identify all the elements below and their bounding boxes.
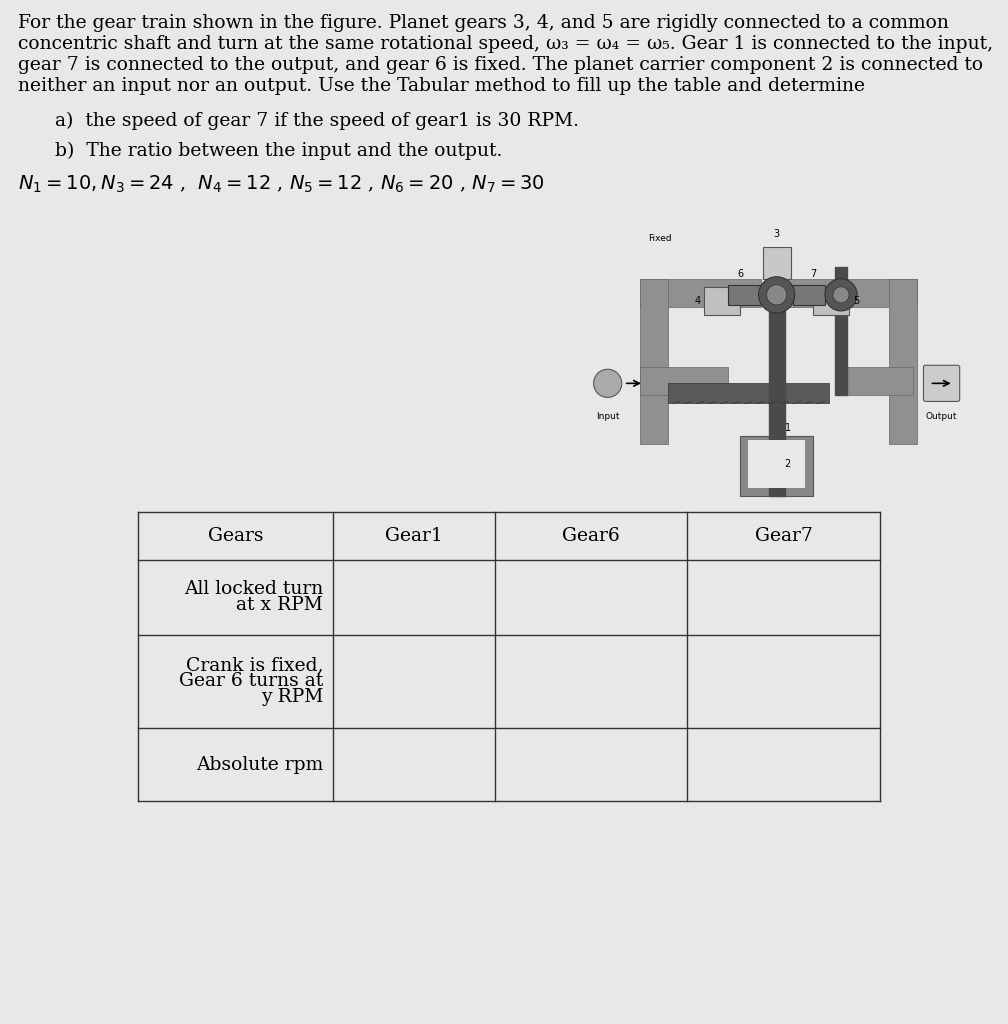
Text: Crank is fixed,: Crank is fixed,	[185, 656, 323, 675]
Text: 6: 6	[738, 268, 744, 279]
Bar	[640, 279, 761, 307]
Text: $N_1 = 10, N_3 = 24$ ,  $N_4 = 12$ , $N_5 = 12$ , $N_6 = 20$ , $N_7 = 30$: $N_1 = 10, N_3 = 24$ , $N_4 = 12$ , $N_5…	[18, 174, 544, 196]
Bar	[889, 279, 917, 443]
Text: 1: 1	[784, 423, 791, 432]
Bar	[784, 279, 917, 307]
Text: y RPM: y RPM	[261, 688, 323, 707]
Text: Fixed: Fixed	[648, 233, 671, 243]
Bar	[792, 285, 825, 305]
Text: Absolute rpm: Absolute rpm	[196, 756, 323, 773]
Text: All locked turn: All locked turn	[183, 581, 323, 598]
Circle shape	[833, 287, 849, 303]
Text: Gear6: Gear6	[562, 527, 620, 545]
Text: For the gear train shown in the figure. Planet gears 3, 4, and 5 are rigidly con: For the gear train shown in the figure. …	[18, 14, 949, 32]
Text: neither an input nor an output. Use the Tabular method to fill up the table and : neither an input nor an output. Use the …	[18, 77, 865, 95]
Text: Gears: Gears	[208, 527, 263, 545]
Bar	[729, 285, 761, 305]
Bar	[749, 439, 804, 488]
Circle shape	[594, 370, 622, 397]
Bar	[763, 247, 790, 279]
Bar	[741, 435, 812, 496]
Text: Gear 6 turns at: Gear 6 turns at	[178, 673, 323, 690]
Bar	[841, 368, 913, 395]
Text: 3: 3	[773, 228, 780, 239]
Text: 7: 7	[809, 268, 816, 279]
Text: 2: 2	[784, 459, 791, 469]
Bar	[768, 262, 784, 496]
Bar	[640, 279, 668, 443]
Text: 5: 5	[853, 296, 860, 306]
Bar	[812, 287, 849, 315]
Text: Input: Input	[596, 412, 620, 421]
Text: gear 7 is connected to the output, and gear 6 is fixed. The planet carrier compo: gear 7 is connected to the output, and g…	[18, 56, 983, 74]
Circle shape	[759, 276, 794, 313]
Text: concentric shaft and turn at the same rotational speed, ω₃ = ω₄ = ω₅. Gear 1 is : concentric shaft and turn at the same ro…	[18, 35, 993, 53]
Text: b)  The ratio between the input and the output.: b) The ratio between the input and the o…	[55, 142, 502, 160]
FancyBboxPatch shape	[923, 366, 960, 401]
Bar	[668, 383, 829, 403]
Text: Gear1: Gear1	[385, 527, 443, 545]
Bar	[640, 368, 729, 395]
Text: 4: 4	[695, 296, 701, 306]
Circle shape	[767, 285, 786, 305]
Circle shape	[825, 279, 857, 311]
Text: at x RPM: at x RPM	[236, 597, 323, 614]
Text: Output: Output	[925, 412, 958, 421]
Text: Gear7: Gear7	[755, 527, 812, 545]
Bar	[705, 287, 741, 315]
Text: a)  the speed of gear 7 if the speed of gear1 is 30 RPM.: a) the speed of gear 7 if the speed of g…	[55, 112, 579, 130]
Bar	[835, 266, 847, 395]
